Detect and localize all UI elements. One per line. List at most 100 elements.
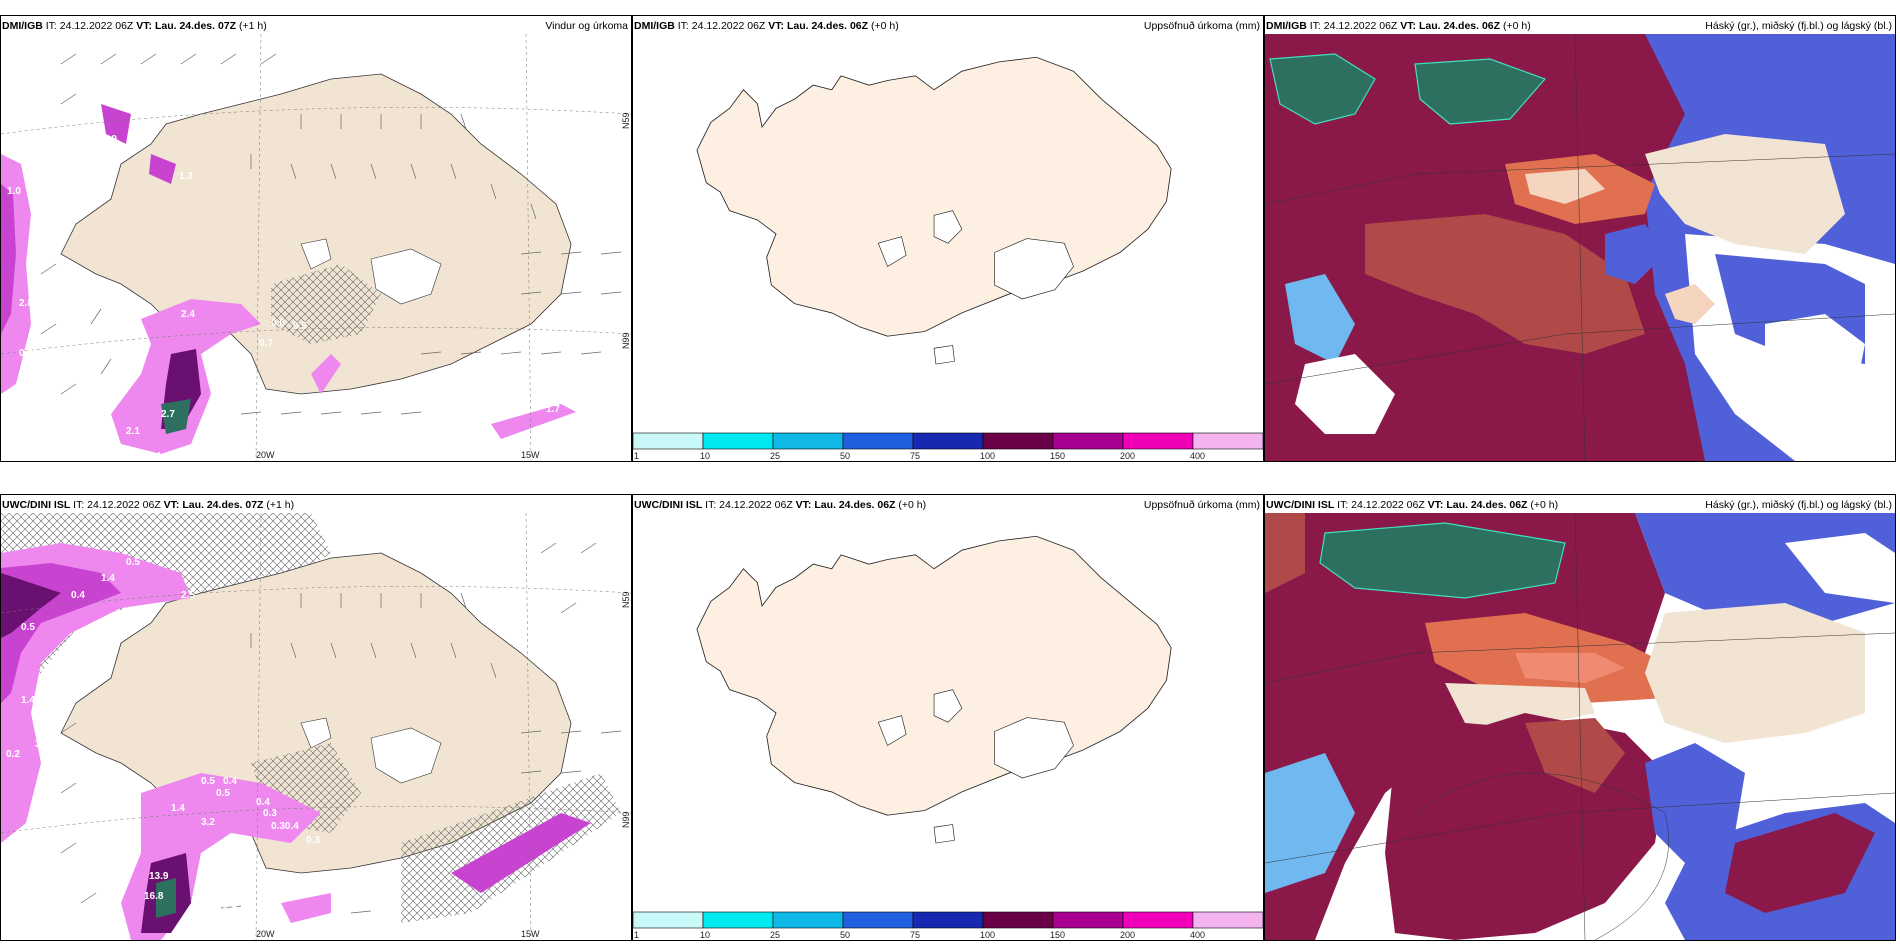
- colorbar-tick: 50: [840, 451, 850, 461]
- init-time: IT: 24.12.2022 06Z: [1309, 20, 1398, 32]
- ice-cap: [300, 238, 332, 270]
- colorbar-swatch: [1052, 911, 1124, 929]
- precip-region: [1, 184, 16, 334]
- precip-region: [1, 573, 61, 638]
- colorbar-swatch: [1192, 911, 1263, 929]
- precip-value: 0.30.4: [271, 821, 299, 832]
- precip-value: 0.40: [91, 622, 111, 633]
- precip-value: 0.3: [263, 808, 277, 819]
- precip-region: [149, 154, 176, 184]
- colorbar-tick: 1: [634, 930, 639, 940]
- ice-cap: [933, 824, 955, 844]
- colorbar-tick: 10: [700, 930, 710, 940]
- colorbar-tick: 1: [634, 451, 639, 461]
- precip-value: 0.5: [126, 557, 140, 568]
- panel-title: Uppsöfnuð úrkoma (mm): [1143, 20, 1260, 32]
- precip-value: 3.2: [198, 877, 212, 888]
- lon-label: 20W: [256, 450, 275, 460]
- model-name: UWC/DINI ISL: [634, 499, 703, 511]
- panel-uwc-clouds: UWC/DINI ISL IT: 24.12.2022 06Z VT: Lau.…: [1264, 494, 1896, 941]
- init-time: IT: 24.12.2022 06Z: [705, 499, 793, 511]
- colorbar-swatch: [772, 432, 844, 450]
- colorbar-tick: 150: [1050, 930, 1065, 940]
- precip-value: 0.5: [21, 622, 35, 633]
- cloud-map: [1265, 34, 1895, 461]
- ice-cap: [994, 717, 1074, 779]
- colorbar-swatch: [633, 432, 704, 450]
- precip-value: 0.7: [259, 338, 273, 349]
- panel-title: Vindur og úrkoma: [545, 20, 628, 32]
- colorbar-tick: 25: [770, 451, 780, 461]
- wind-precip-map: 20W 15W N99 N59 6.5 1.3 1.9 1.0 2.8 0.4 …: [1, 34, 631, 461]
- colorbar-tick: 75: [910, 930, 920, 940]
- precip-value: 3.2: [201, 817, 215, 828]
- graticule: [1, 34, 631, 461]
- colorbar-tick: 400: [1190, 451, 1205, 461]
- precip-value: 1.7: [546, 404, 560, 415]
- panel-dmi-wind: DMI/IGB IT: 24.12.2022 06Z VT: Lau. 24.d…: [0, 15, 632, 462]
- lat-label: N59: [621, 112, 631, 129]
- colorbar-swatch: [982, 432, 1054, 450]
- lat-label: N59: [621, 591, 631, 608]
- vt-label: VT:: [136, 20, 153, 32]
- precip-value: 0.3: [306, 835, 320, 846]
- precip-value: 0.6: [271, 318, 285, 329]
- precip-value: 2.1: [126, 426, 140, 437]
- model-name: UWC/DINI ISL: [1266, 499, 1335, 511]
- lead-time: (+0 h): [1530, 499, 1559, 511]
- iceland-land: [696, 56, 1172, 337]
- precip-value: 1.9: [103, 134, 117, 145]
- precip-value: 0.4: [223, 776, 237, 787]
- colorbar-swatch: [912, 432, 984, 450]
- colorbar-tick: 200: [1120, 930, 1135, 940]
- model-name: DMI/IGB: [1266, 20, 1307, 32]
- ice-cap: [877, 715, 907, 746]
- colorbar-swatch: [982, 911, 1054, 929]
- ice-cap: [933, 210, 963, 244]
- colorbar-swatch: [842, 911, 914, 929]
- valid-time: Lau. 24.des. 06Z: [814, 499, 896, 511]
- precip-value: 2.5: [181, 590, 195, 601]
- model-name: DMI/IGB: [634, 20, 675, 32]
- colorbar-tick: 50: [840, 930, 850, 940]
- precip-value: 0.4: [71, 590, 85, 601]
- precip-value: 1.4: [21, 695, 35, 706]
- colorbar-tick: 25: [770, 930, 780, 940]
- precip-value: 0.2: [6, 749, 20, 760]
- lead-time: (+0 h): [1502, 20, 1531, 32]
- precip-value: 16.8: [144, 891, 164, 902]
- precip-region: [451, 813, 591, 893]
- lead-time: (+1 h): [266, 499, 295, 511]
- panel-header: UWC/DINI ISL IT: 24.12.2022 06Z VT: Lau.…: [634, 498, 1260, 512]
- precip-value: 0.5: [216, 788, 230, 799]
- lat-label: N99: [621, 332, 631, 349]
- ice-cap: [877, 236, 907, 267]
- precip-region: [491, 404, 576, 439]
- precip-value: 1.4: [101, 573, 115, 584]
- lon-label: 15W: [521, 450, 540, 460]
- lead-time: (+0 h): [898, 499, 927, 511]
- hatched-area: [271, 264, 381, 344]
- precip-value: 0.4: [19, 348, 33, 359]
- precip-value: 13.9: [149, 871, 169, 882]
- init-time: IT: 24.12.2022 06Z: [45, 20, 134, 32]
- wind-barbs: [40, 53, 622, 415]
- precip-value: 2.8: [19, 298, 33, 309]
- panel-header: DMI/IGB IT: 24.12.2022 06Z VT: Lau. 24.d…: [634, 19, 1260, 33]
- panel-dmi-accum: DMI/IGB IT: 24.12.2022 06Z VT: Lau. 24.d…: [632, 15, 1264, 462]
- wind-precip-map: 20W 15W N99 N59 0.5 1.4 0.4 2.5 0.40 0.5…: [1, 513, 631, 940]
- panel-header: UWC/DINI ISL IT: 24.12.2022 06Z VT: Lau.…: [1266, 498, 1892, 512]
- colorbar: 1 10 25 50 75 100 150 200 400: [633, 911, 1263, 940]
- panel-header: UWC/DINI ISL IT: 24.12.2022 06Z VT: Lau.…: [2, 498, 628, 512]
- colorbar-swatch: [912, 911, 984, 929]
- model-name: DMI/IGB: [2, 20, 43, 32]
- precip-value: 1.4: [16, 398, 30, 409]
- wind-barbs: [60, 542, 622, 914]
- valid-time: Lau. 24.des. 07Z: [182, 499, 264, 511]
- colorbar-swatch: [702, 432, 774, 450]
- ice-cap: [933, 345, 955, 365]
- panel-uwc-accum: UWC/DINI ISL IT: 24.12.2022 06Z VT: Lau.…: [632, 494, 1264, 941]
- precip-region: [101, 104, 131, 144]
- valid-time: Lau. 24.des. 06Z: [1418, 20, 1501, 32]
- iceland-land: [696, 535, 1172, 816]
